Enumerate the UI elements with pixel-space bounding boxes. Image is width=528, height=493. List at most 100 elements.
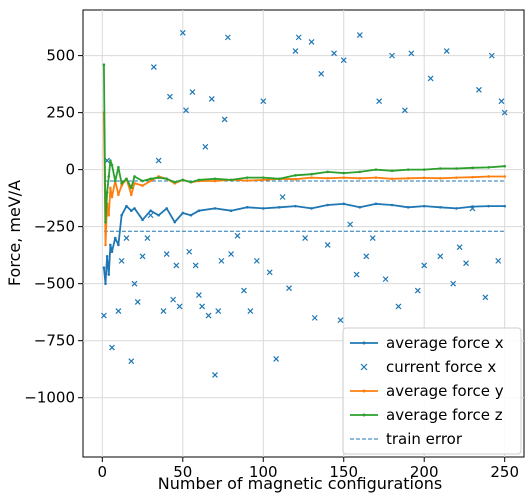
scatter-stroke [118, 257, 125, 264]
scatter-stroke [186, 248, 193, 255]
y-tick-label: −250 [34, 218, 75, 236]
scatter-stroke [401, 107, 408, 114]
scatter-point [337, 317, 344, 324]
series-point [406, 205, 410, 209]
series-point [157, 213, 160, 217]
series-point [439, 177, 442, 180]
scatter-point [208, 96, 215, 102]
scatter-stroke [443, 48, 450, 54]
scatter-point [437, 253, 444, 260]
legend-label: average force y [386, 382, 504, 400]
x-tick-label: 200 [410, 463, 439, 481]
series-point [133, 175, 136, 178]
scatter-stroke [247, 308, 254, 314]
legend-label: current force x [386, 358, 496, 376]
y-axis-label: Force, meV/A [5, 180, 24, 286]
series-point [261, 176, 265, 179]
series-point [310, 207, 313, 210]
series-point [487, 204, 490, 208]
series-point [149, 179, 152, 183]
scatter-stroke [286, 285, 292, 292]
scatter-stroke [273, 356, 280, 362]
series-point [213, 207, 217, 210]
x-tick-label: 100 [249, 463, 278, 481]
scatter-stroke [363, 253, 370, 260]
series-point [129, 193, 133, 197]
series-point [197, 209, 201, 212]
series-point [487, 175, 490, 178]
y-tick-label: −1000 [24, 389, 75, 407]
scatter-point [173, 262, 180, 269]
scatter-point [376, 98, 383, 105]
series-point [455, 207, 458, 210]
series-point [390, 177, 394, 181]
series-point [455, 176, 458, 179]
scatter-stroke [208, 96, 215, 102]
scatter-point [414, 287, 421, 294]
scatter-point [408, 50, 415, 57]
series-point [125, 177, 128, 181]
scatter-stroke [241, 287, 247, 294]
y-tick-label: −750 [34, 332, 75, 350]
series-point [245, 176, 249, 179]
scatter-stroke [266, 269, 273, 276]
series-point [390, 203, 394, 207]
series-point [197, 178, 201, 182]
scatter-point [395, 303, 402, 310]
series-point [120, 184, 123, 187]
legend-item: average force x [350, 334, 504, 352]
scatter-point [228, 251, 234, 257]
series-point [358, 177, 362, 180]
scatter-stroke [212, 371, 218, 378]
series-point [129, 186, 133, 190]
series-point [487, 166, 490, 169]
series-point [109, 186, 112, 190]
series-point [109, 159, 112, 162]
scatter-stroke [456, 244, 463, 251]
series-point [310, 176, 313, 179]
legend-item: average force y [350, 382, 504, 400]
series-point [107, 273, 111, 276]
x-axis-label: Number of magnetic configurations [158, 474, 442, 493]
series-point [104, 243, 107, 247]
series-point [358, 170, 362, 174]
legend-item: train error [350, 430, 463, 448]
scatter-point [340, 57, 347, 64]
scatter-point [176, 303, 183, 310]
scatter-stroke [179, 29, 186, 36]
series-point [229, 209, 233, 212]
scatter-stroke [221, 116, 228, 123]
series-point [165, 177, 168, 181]
series-point [141, 184, 144, 187]
scatter-point [144, 235, 151, 241]
series-point [310, 172, 313, 176]
series-point [107, 213, 111, 217]
scatter-point [501, 109, 508, 116]
scatter-point [498, 98, 505, 105]
series-point [406, 168, 410, 171]
scatter-stroke [234, 232, 241, 239]
scatter-stroke [408, 50, 415, 57]
scatter-stroke [163, 251, 170, 257]
scatter-stroke [421, 262, 428, 269]
scatter-stroke [192, 262, 199, 269]
scatter-point [308, 39, 315, 45]
y-tick-label: 500 [46, 47, 75, 65]
series-point [422, 176, 426, 180]
scatter-stroke [139, 253, 146, 260]
scatter-stroke [337, 317, 344, 324]
series-point [117, 193, 120, 197]
scatter-stroke [224, 34, 231, 41]
series-point [294, 177, 297, 181]
scatter-stroke [369, 235, 376, 241]
scatter-stroke [176, 303, 183, 310]
scatter-point [134, 298, 141, 305]
scatter-point [115, 308, 122, 314]
scatter-point [331, 50, 338, 57]
scatter-stroke [488, 52, 495, 59]
scatter-point [186, 248, 193, 255]
series-point [390, 169, 394, 173]
scatter-point [482, 294, 489, 301]
series-point [109, 243, 112, 247]
